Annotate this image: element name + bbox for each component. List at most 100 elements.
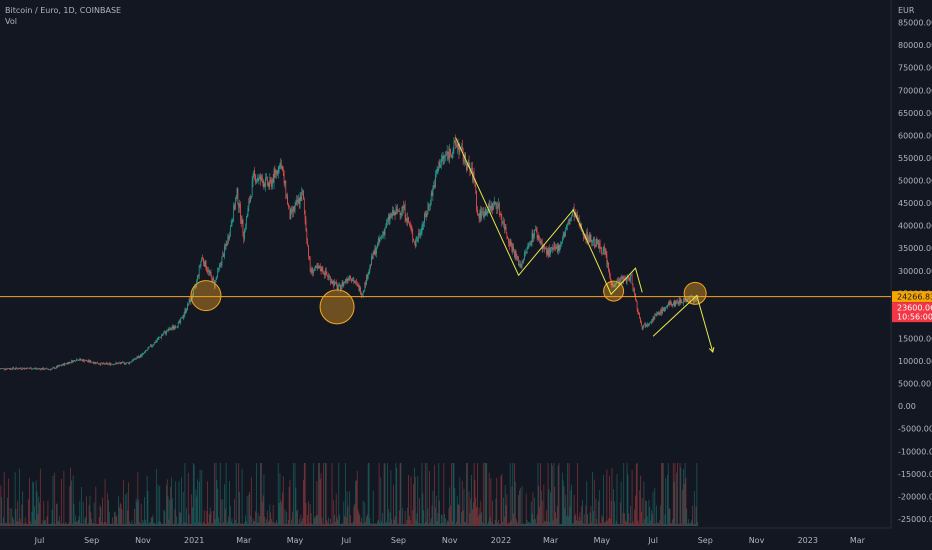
- candle-body: [57, 365, 59, 368]
- candle-body: [511, 244, 513, 252]
- candle-body: [496, 203, 498, 209]
- candle-body: [393, 210, 394, 216]
- time-axis[interactable]: Jul Sep Nov 2021 Mar May Jul Sep Nov 2022 Mar May Ju…: [34, 536, 866, 545]
- candle-body: [503, 221, 504, 224]
- volume-bar: [493, 523, 494, 526]
- y-tick-label: 65000.00: [898, 109, 932, 118]
- candle-body: [127, 362, 129, 363]
- volume-bar: [227, 521, 229, 526]
- candle-body: [256, 180, 257, 183]
- volume-bar: [317, 514, 319, 526]
- candle-body: [230, 224, 232, 226]
- candle-body: [387, 220, 388, 222]
- volume-bar: [168, 519, 170, 526]
- volume-bar: [427, 508, 429, 526]
- candle-body: [404, 205, 406, 218]
- y-tick-label: 10000.00: [898, 357, 932, 366]
- candle-body: [128, 362, 129, 364]
- volume-bar: [44, 519, 46, 526]
- volume-bar: [546, 521, 548, 526]
- volume-bar: [688, 523, 690, 526]
- candle-body: [669, 302, 671, 305]
- candle-body: [249, 201, 250, 203]
- volume-indicator-label[interactable]: Vol: [5, 17, 17, 26]
- candle-body: [178, 321, 180, 323]
- candle-body: [515, 251, 517, 258]
- candle-body: [106, 362, 108, 364]
- candle-body: [171, 328, 172, 330]
- volume-bar: [287, 520, 289, 526]
- candle-body: [494, 201, 496, 205]
- volume-bar: [438, 463, 440, 526]
- volume-bar: [534, 497, 535, 526]
- candle-body: [366, 275, 367, 285]
- symbol-title[interactable]: Bitcoin / Euro, 1D, COINBASE: [5, 6, 122, 15]
- volume-bar: [275, 523, 277, 526]
- candle-body: [254, 170, 256, 175]
- candle-body: [641, 322, 642, 327]
- candle-body: [394, 211, 396, 215]
- volume-bar: [358, 512, 360, 526]
- candle-body: [541, 241, 543, 249]
- volume-bar: [491, 521, 493, 526]
- candle-body: [484, 210, 486, 217]
- candle-body: [359, 287, 361, 291]
- candle-body: [426, 214, 428, 217]
- candle-body: [635, 300, 637, 302]
- volume-bar: [6, 523, 8, 526]
- volume-bar: [380, 477, 382, 526]
- candle-body: [468, 161, 470, 167]
- candle-body: [417, 238, 419, 241]
- volume-bar: [461, 480, 463, 526]
- candle-body: [293, 206, 294, 213]
- volume-bar: [604, 522, 606, 526]
- volume-bar: [179, 512, 181, 526]
- candle-body: [649, 322, 651, 324]
- volume-bar: [655, 523, 657, 526]
- candle-body: [437, 168, 439, 172]
- candle-body: [646, 324, 648, 326]
- price-axis[interactable]: 85000.0080000.0075000.0070000.0065000.00…: [898, 19, 932, 524]
- candle-body: [62, 363, 64, 366]
- volume-bar: [596, 519, 598, 526]
- candle-body: [354, 282, 356, 284]
- volume-bar: [468, 491, 470, 526]
- candle-body: [461, 146, 462, 148]
- volume-bar: [413, 484, 414, 526]
- candle-body: [479, 210, 481, 219]
- volume-bar: [68, 522, 70, 526]
- volume-bar: [250, 515, 251, 526]
- candle-body: [204, 260, 206, 267]
- volume-bar: [320, 473, 322, 526]
- volume-bar: [529, 523, 531, 526]
- volume-bar: [2, 517, 4, 526]
- volume-bar: [97, 523, 98, 526]
- volume-bar: [696, 463, 698, 526]
- volume-bar: [34, 519, 36, 526]
- volume-bar: [531, 513, 533, 526]
- candle-body: [662, 307, 664, 309]
- volume-bar: [399, 463, 401, 526]
- candle-body: [218, 267, 219, 270]
- candle-body: [282, 170, 284, 173]
- volume-bar: [600, 523, 602, 526]
- candle-body: [31, 369, 33, 370]
- candle-body: [383, 232, 385, 235]
- candle-body: [662, 307, 663, 314]
- volume-bar: [193, 464, 195, 526]
- candle-body: [535, 228, 536, 230]
- y-tick-label: 45000.00: [898, 199, 932, 208]
- candle-body: [488, 204, 490, 209]
- volume-bar: [276, 520, 277, 526]
- candle-body: [524, 252, 525, 259]
- volume-bar: [128, 482, 130, 526]
- candle-body: [11, 369, 13, 370]
- volume-bar: [392, 484, 394, 526]
- candle-body: [443, 155, 445, 158]
- volume-bar: [38, 496, 40, 526]
- last-price-label: 24266.83: [897, 293, 932, 302]
- candle-body: [240, 203, 241, 220]
- candle-body: [23, 367, 24, 369]
- candle-body: [584, 237, 586, 239]
